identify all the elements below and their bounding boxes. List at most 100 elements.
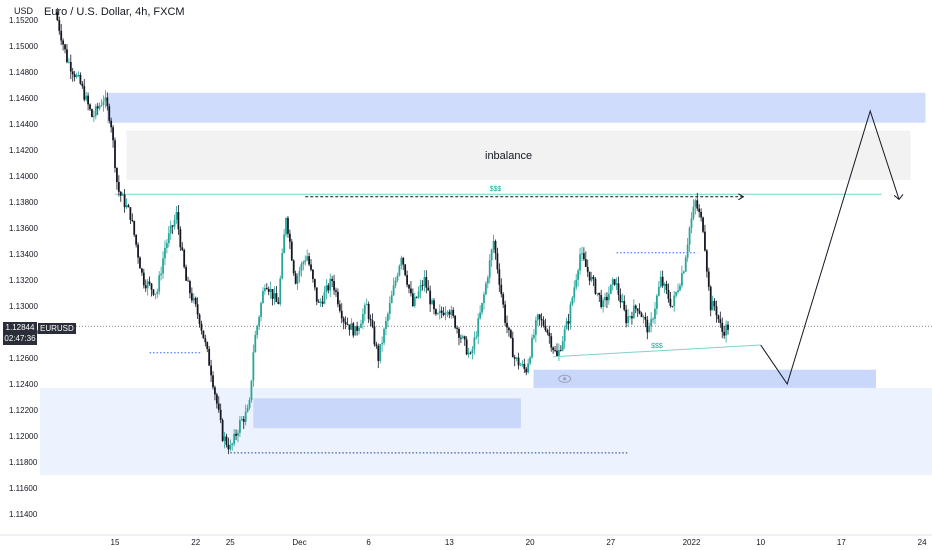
- candle-body-323: [677, 290, 679, 292]
- candle-body-20: [94, 106, 97, 116]
- candle-body-126: [298, 270, 301, 276]
- candle-body-199: [438, 310, 441, 314]
- candle-body-305: [642, 316, 645, 318]
- candle-body-298: [629, 316, 631, 318]
- candle-body-40: [133, 220, 136, 235]
- candle-body-227: [492, 240, 495, 250]
- candle-body-159: [361, 313, 364, 324]
- candle-body-264: [563, 329, 566, 342]
- price-tick-6: 1.14000: [9, 172, 38, 181]
- candle-body-39: [131, 219, 134, 221]
- candle-body-41: [135, 234, 138, 245]
- candle-body-67: [185, 267, 188, 281]
- candle-body-177: [396, 275, 399, 281]
- candle-body-292: [617, 283, 620, 295]
- price-axis: 1.15200 1.15000 1.14800 1.14600 1.14400 1.142…: [9, 16, 38, 519]
- candle-body-254: [544, 325, 547, 331]
- candle-body-18: [91, 109, 93, 117]
- candle-body-236: [509, 330, 512, 338]
- candle-body-315: [661, 276, 664, 286]
- candle-body-272: [579, 254, 581, 271]
- time-tick-5: 13: [445, 538, 454, 547]
- candle-body-172: [386, 313, 389, 321]
- candle-body-6: [67, 61, 70, 63]
- candle-body-92: [233, 433, 236, 444]
- candle-body-140: [325, 285, 328, 293]
- candle-body-45: [142, 272, 145, 286]
- candle-body-146: [337, 291, 339, 305]
- candle-body-174: [390, 295, 393, 304]
- candle-body-345: [719, 319, 722, 324]
- candle-body-36: [125, 205, 128, 208]
- candle-body-229: [496, 253, 499, 270]
- candle-body-349: [727, 324, 729, 330]
- candle-body-226: [490, 249, 493, 261]
- candle-body-49: [150, 283, 153, 290]
- candle-body-123: [292, 260, 295, 274]
- eye-icon: [558, 374, 572, 383]
- candle-body-63: [177, 212, 180, 230]
- candle-body-304: [640, 313, 643, 318]
- candle-body-185: [411, 293, 414, 306]
- candle-body-25: [104, 97, 107, 102]
- candle-body-24: [102, 101, 105, 105]
- candle-body-242: [521, 363, 524, 366]
- candle-body-255: [546, 330, 549, 333]
- candle-body-51: [154, 293, 157, 295]
- candle-body-322: [675, 291, 678, 296]
- candle-body-296: [625, 309, 628, 324]
- time-tick-7: 27: [606, 538, 615, 547]
- candle-body-78: [206, 342, 209, 349]
- candle-body-34: [121, 194, 124, 196]
- candle-body-219: [477, 318, 480, 337]
- candle-body-22: [98, 105, 101, 109]
- candle-body-102: [252, 352, 255, 381]
- candle-body-103: [254, 334, 257, 353]
- candle-body-347: [723, 331, 726, 336]
- candle-body-188: [417, 291, 420, 298]
- candle-body-265: [565, 321, 568, 330]
- candle-body-283: [600, 295, 603, 307]
- candle-body-210: [460, 337, 462, 339]
- candle-body-147: [338, 304, 341, 311]
- candle-body-129: [304, 260, 307, 263]
- time-tick-10: 17: [837, 538, 846, 547]
- candle-body-114: [275, 293, 278, 303]
- candle-body-108: [263, 288, 266, 292]
- candle-body-252: [540, 318, 543, 321]
- candle-body-89: [227, 444, 230, 450]
- candle-body-194: [429, 290, 432, 305]
- candle-body-308: [648, 326, 651, 333]
- candle-body-196: [433, 300, 435, 310]
- candle-body-133: [312, 269, 314, 280]
- candle-body-232: [502, 294, 505, 305]
- candle-body-344: [717, 315, 720, 320]
- candle-body-96: [240, 419, 243, 421]
- price-tick-19: 1.11400: [9, 510, 38, 519]
- candle-body-55: [162, 258, 164, 274]
- candle-body-299: [631, 316, 633, 319]
- candle-body-216: [471, 349, 474, 354]
- candle-body-168: [379, 344, 382, 361]
- candle-body-286: [606, 296, 608, 301]
- candle-body-184: [410, 288, 412, 294]
- candle-body-79: [208, 348, 211, 366]
- candle-body-274: [582, 253, 585, 260]
- inbalance-zone: [126, 130, 911, 180]
- candle-body-144: [333, 281, 335, 291]
- candle-body-220: [479, 312, 482, 319]
- candle-body-293: [619, 294, 622, 303]
- candle-body-269: [573, 287, 576, 298]
- candle-body-318: [667, 289, 670, 299]
- time-tick-4: 6: [366, 538, 371, 547]
- candle-body-127: [300, 264, 303, 271]
- candle-body-93: [235, 433, 237, 436]
- candle-body-270: [575, 279, 578, 288]
- candle-body-202: [444, 312, 447, 316]
- candle-body-284: [602, 300, 605, 307]
- candle-body-262: [559, 349, 562, 351]
- candle-body-319: [669, 298, 672, 306]
- candle-body-21: [96, 106, 99, 109]
- candle-body-152: [348, 324, 351, 330]
